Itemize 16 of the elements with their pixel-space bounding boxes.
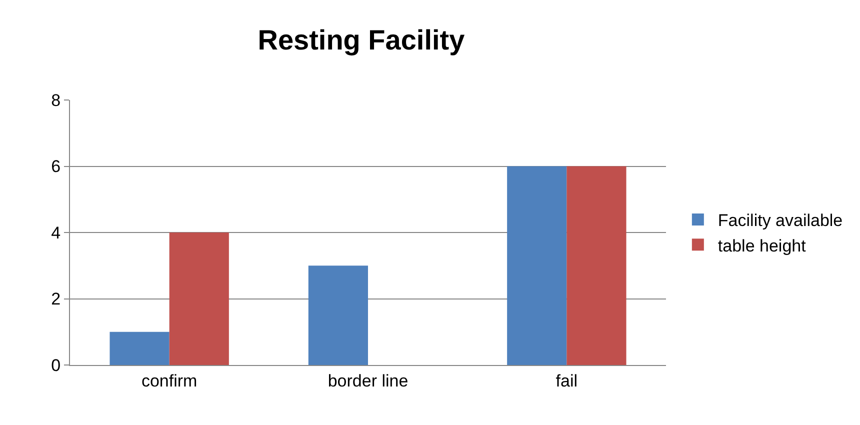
y-tick-label: 8 bbox=[51, 90, 61, 110]
y-tick-label: 4 bbox=[51, 223, 61, 242]
bar bbox=[566, 166, 626, 365]
x-tick-label: fail bbox=[556, 371, 578, 390]
bar bbox=[308, 266, 368, 365]
chart-title: Resting Facility bbox=[258, 24, 466, 56]
bar bbox=[110, 332, 170, 365]
legend-label: Facility available bbox=[718, 211, 843, 230]
x-tick-label: border line bbox=[328, 371, 408, 390]
legend-label: table height bbox=[718, 236, 806, 256]
bar bbox=[169, 232, 229, 365]
x-tick-label: confirm bbox=[141, 371, 198, 390]
bar bbox=[507, 166, 567, 365]
y-tick-label: 0 bbox=[51, 356, 61, 375]
y-tick-label: 2 bbox=[51, 290, 61, 309]
y-tick-label: 6 bbox=[51, 157, 61, 176]
